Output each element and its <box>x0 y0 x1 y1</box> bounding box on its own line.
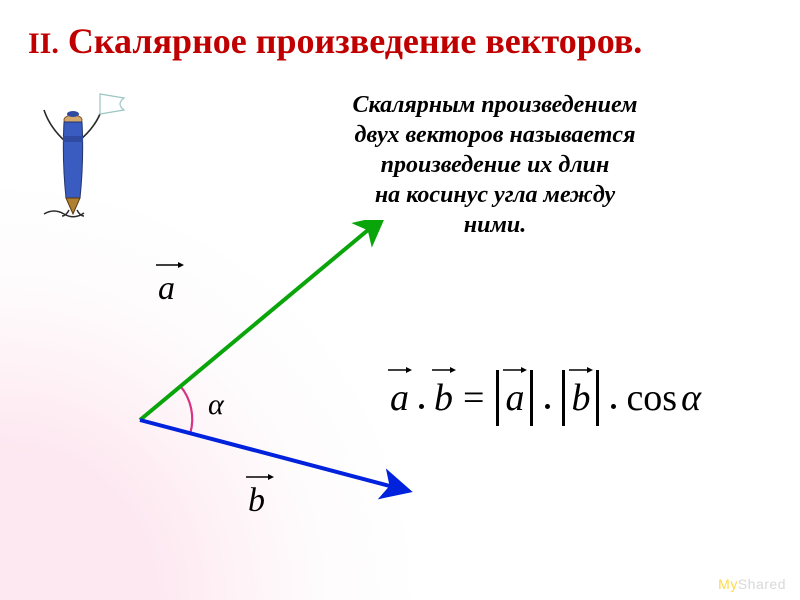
definition-text: Скалярным произведением двух векторов на… <box>305 90 685 240</box>
vector-a-label: a <box>158 270 175 308</box>
formula-bar <box>496 370 499 426</box>
watermark: MyShared <box>718 576 786 592</box>
def-line-4: на косинус угла между <box>305 180 685 210</box>
formula-vec-a: a <box>390 376 409 420</box>
vector-diagram: a b α <box>40 220 440 540</box>
page-title: II. Скалярное произведение векторов. <box>28 20 788 62</box>
formula-mag-a: a <box>505 376 524 420</box>
dot-product-formula: a b = a b cos α <box>390 370 701 426</box>
formula-mag-b: b <box>571 376 590 420</box>
def-line-2: двух векторов называется <box>305 120 685 150</box>
formula-bar <box>562 370 565 426</box>
formula-dot-1 <box>419 404 424 409</box>
title-roman: II. <box>28 27 59 60</box>
formula-cos: cos <box>626 376 677 420</box>
formula-alpha: α <box>681 376 701 420</box>
title-text: Скалярное произведение векторов. <box>68 21 642 61</box>
formula-bar <box>596 370 599 426</box>
def-line-3: произведение их длин <box>305 150 685 180</box>
formula-dot-3 <box>611 404 616 409</box>
vector-b-label: b <box>248 482 265 520</box>
def-line-1: Скалярным произведением <box>305 90 685 120</box>
pen-icon <box>36 80 126 220</box>
formula-bar <box>530 370 533 426</box>
formula-equals: = <box>463 376 484 420</box>
watermark-text: Shared <box>738 576 786 592</box>
formula-vec-b: b <box>434 376 453 420</box>
watermark-prefix: My <box>718 576 738 592</box>
angle-alpha-label: α <box>208 388 224 422</box>
formula-dot-2 <box>545 404 550 409</box>
